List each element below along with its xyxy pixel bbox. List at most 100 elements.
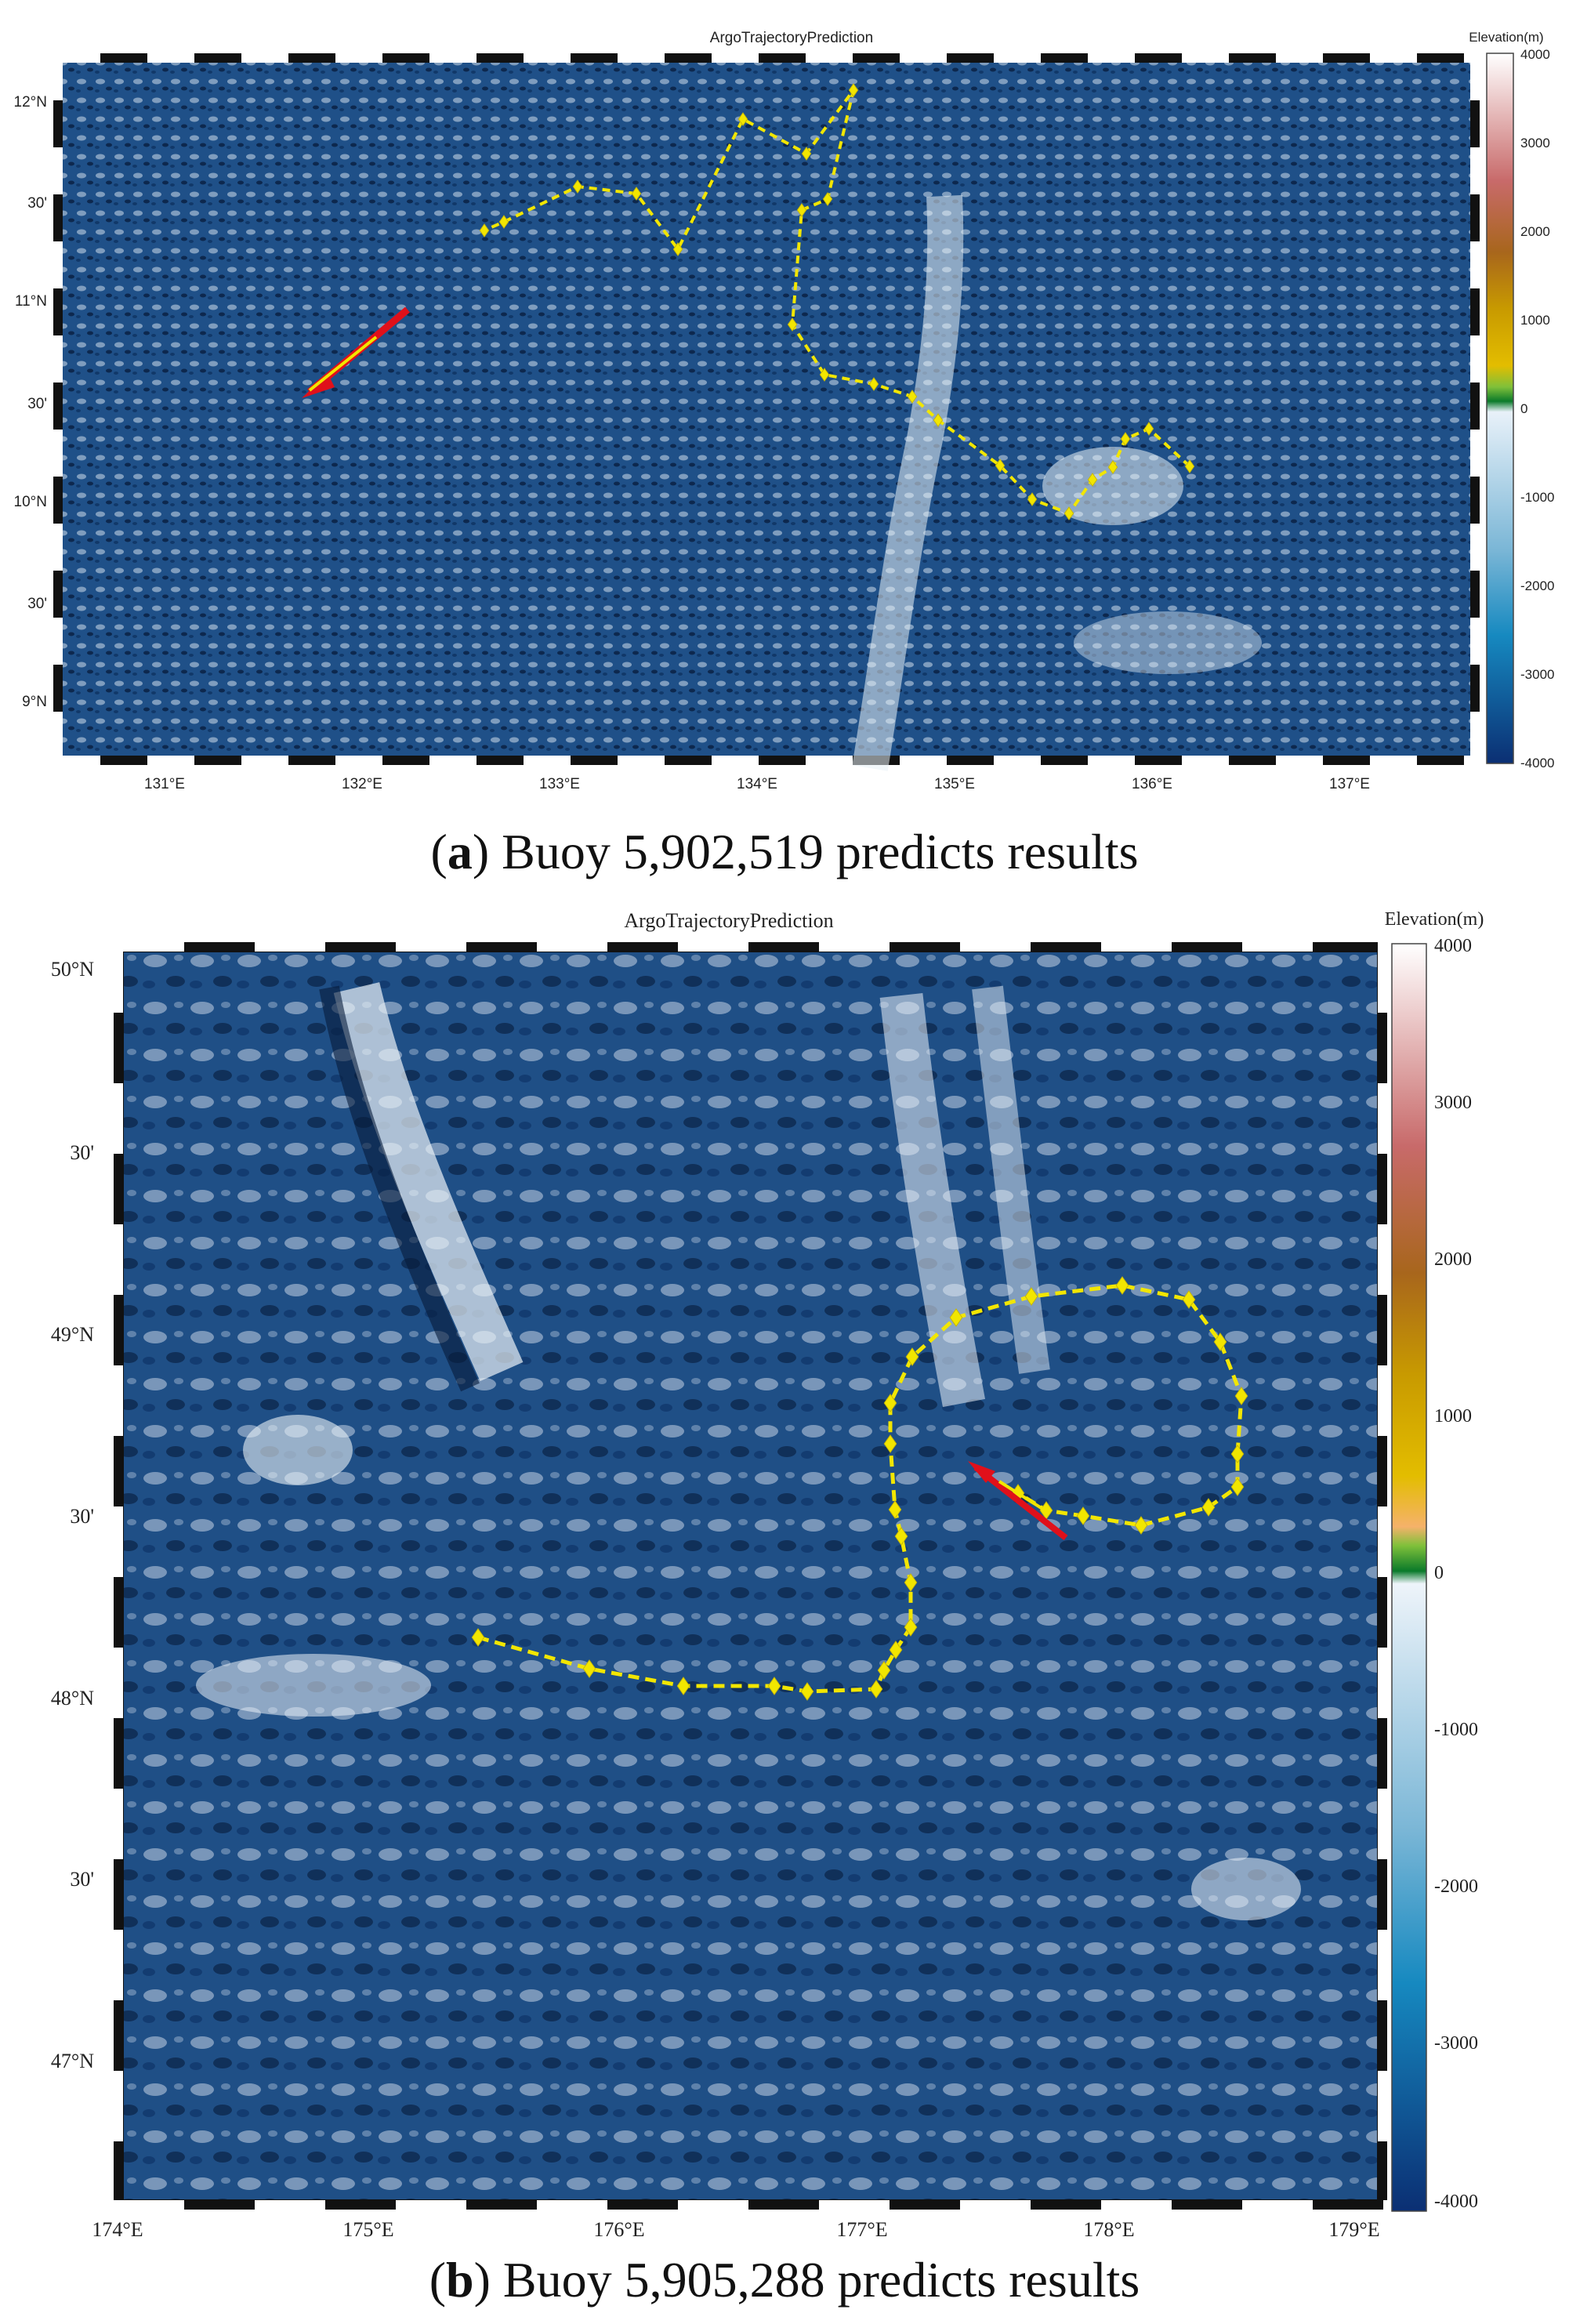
lon-label: 177°E xyxy=(836,2218,888,2241)
lat-label: 47°N xyxy=(50,2050,94,2072)
lat-label: 11°N xyxy=(14,293,47,310)
lat-label: 30' xyxy=(70,1505,94,1528)
trajectory-line-a xyxy=(484,89,1191,516)
trajectory-marker xyxy=(883,1394,897,1412)
trajectory-marker xyxy=(672,242,683,256)
lat-label: 30' xyxy=(27,195,47,212)
colorbar-tick-label: 3000 xyxy=(1520,136,1550,150)
colorbar-tick-label: 3000 xyxy=(1434,1093,1472,1113)
lon-label: 178°E xyxy=(1083,2218,1135,2241)
trajectory-marker xyxy=(995,459,1006,473)
colorbar-b-label: Elevation(m) xyxy=(1384,909,1484,930)
trajectory-marker xyxy=(848,83,859,97)
lon-label: 136°E xyxy=(1132,776,1172,792)
lon-label: 134°E xyxy=(737,776,777,792)
caption-a: (a) Buoy 5,902,519 predicts results xyxy=(430,824,1139,879)
map-a-ocean xyxy=(63,63,1470,756)
trajectory-marker xyxy=(1027,492,1038,506)
trajectory-marker xyxy=(904,1618,918,1637)
trajectory-marker xyxy=(1182,1290,1196,1309)
trajectory-marker xyxy=(822,192,833,206)
trajectory-marker xyxy=(877,1661,891,1680)
trajectory-marker xyxy=(1230,1445,1245,1463)
lat-label: 10°N xyxy=(13,494,47,510)
lon-label: 137°E xyxy=(1329,776,1370,792)
colorbar-a-label: Elevation(m) xyxy=(1469,30,1544,45)
trajectory-marker xyxy=(869,1680,883,1699)
colorbar-tick-label: 4000 xyxy=(1434,936,1472,956)
trajectory-marker xyxy=(949,1308,963,1327)
map-b-title: ArgoTrajectoryPrediction xyxy=(624,909,834,932)
colorbar-tick-label: -2000 xyxy=(1520,578,1555,593)
lat-label: 50°N xyxy=(50,958,94,981)
trajectory-marker xyxy=(905,1347,919,1366)
lon-label: 174°E xyxy=(92,2218,143,2241)
map-panel-b: ArgoTrajectoryPrediction Elevation(m) 40… xyxy=(0,901,1569,2324)
lat-label: 12°N xyxy=(13,94,47,111)
prediction-arrow-a xyxy=(302,306,410,398)
trajectory-marker xyxy=(894,1527,908,1546)
lon-label: 133°E xyxy=(539,776,580,792)
lat-label: 30' xyxy=(27,396,47,412)
trajectory-marker xyxy=(819,368,830,382)
trajectory-marker xyxy=(907,390,918,404)
trajectory-marker xyxy=(1064,506,1074,520)
trajectory-line-b xyxy=(477,1283,1244,1694)
trajectory-marker xyxy=(1184,459,1195,473)
caption-a-text: Buoy 5,902,519 predicts results xyxy=(502,824,1139,879)
trajectory-marker xyxy=(1115,1276,1129,1295)
trajectory-marker xyxy=(883,1434,897,1453)
prediction-arrow-b xyxy=(968,1461,1068,1541)
colorbar-tick-label: -1000 xyxy=(1520,490,1555,505)
colorbar-tick-label: 4000 xyxy=(1520,47,1550,62)
colorbar-tick-label: 1000 xyxy=(1434,1406,1472,1427)
lon-label: 179°E xyxy=(1328,2218,1380,2241)
trajectory-marker xyxy=(904,1573,918,1592)
map-b-ocean xyxy=(124,952,1377,2199)
trajectory-marker xyxy=(582,1659,596,1678)
trajectory-marker xyxy=(868,377,879,391)
trajectory-marker xyxy=(737,112,748,126)
trajectory-markers-b xyxy=(471,1276,1248,1701)
trajectory-marker xyxy=(787,317,798,332)
colorbar-tick-label: 0 xyxy=(1434,1563,1444,1583)
trajectory-marker xyxy=(1120,432,1131,446)
trajectory-marker xyxy=(933,413,944,427)
trajectory-marker xyxy=(1087,473,1098,487)
lat-label: 30' xyxy=(27,596,47,612)
caption-b-letter: b xyxy=(446,2252,474,2308)
lat-label: 30' xyxy=(70,1868,94,1891)
lon-label: 132°E xyxy=(342,776,382,792)
trajectory-marker xyxy=(1230,1477,1245,1496)
trajectory-markers-a xyxy=(479,83,1195,520)
colorbar-tick-label: -2000 xyxy=(1434,1876,1478,1897)
colorbar-b xyxy=(1391,943,1427,2212)
colorbar-tick-label: 2000 xyxy=(1434,1249,1472,1270)
colorbar-tick-label: 1000 xyxy=(1520,313,1550,328)
trajectory-marker xyxy=(888,1500,902,1519)
lon-label: 176°E xyxy=(593,2218,645,2241)
trajectory-marker xyxy=(479,223,490,237)
lat-label: 49°N xyxy=(50,1323,94,1346)
map-b-figure xyxy=(114,942,1427,2212)
trajectory-marker xyxy=(1134,1516,1148,1535)
lat-label: 48°N xyxy=(50,1687,94,1709)
colorbar-tick-label: 0 xyxy=(1520,401,1528,416)
lat-label: 9°N xyxy=(22,694,47,710)
trajectory-marker xyxy=(800,1682,814,1701)
trajectory-marker xyxy=(676,1677,690,1695)
map-a-title: ArgoTrajectoryPrediction xyxy=(709,30,874,46)
trajectory-marker xyxy=(767,1677,781,1695)
caption-b-text: Buoy 5,905,288 predicts results xyxy=(502,2252,1140,2308)
trajectory-marker xyxy=(1213,1332,1227,1351)
trajectory-marker xyxy=(572,179,583,194)
caption-b: (b) Buoy 5,905,288 predicts results xyxy=(429,2252,1140,2308)
trajectory-marker xyxy=(801,147,812,161)
trajectory-marker xyxy=(498,215,509,229)
trajectory-marker xyxy=(1201,1498,1216,1517)
trajectory-marker xyxy=(1107,460,1118,474)
colorbar-tick-label: 2000 xyxy=(1520,224,1550,239)
trajectory-marker xyxy=(471,1628,485,1647)
trajectory-marker xyxy=(1143,422,1154,436)
lon-label: 175°E xyxy=(342,2218,394,2241)
